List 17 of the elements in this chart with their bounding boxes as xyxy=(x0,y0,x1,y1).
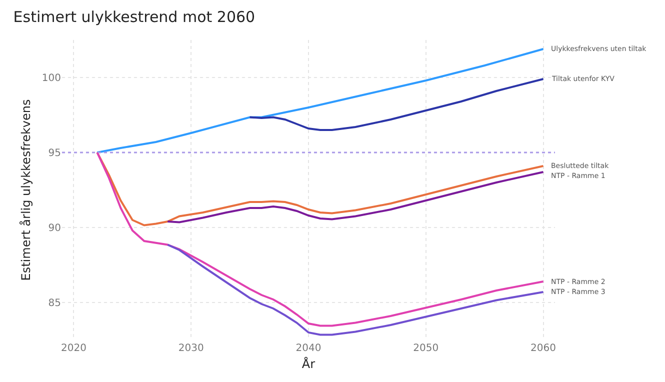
line-series xyxy=(96,48,544,154)
y-tick-label: 100 xyxy=(42,73,61,84)
chart-title: Estimert ulykkestrend mot 2060 xyxy=(13,8,256,26)
y-axis-title: Estimert årlig ulykkesfrekvens xyxy=(19,99,34,281)
line-series xyxy=(166,244,544,336)
line-series xyxy=(166,171,544,224)
line-series xyxy=(248,78,544,131)
y-tick-label: 95 xyxy=(48,148,61,159)
x-tick-label: 2050 xyxy=(413,343,439,354)
x-tick-label: 2030 xyxy=(178,343,204,354)
line-series xyxy=(96,152,544,327)
x-axis-title: År xyxy=(302,356,316,371)
x-tick-label: 2040 xyxy=(296,343,322,354)
y-tick-label: 85 xyxy=(48,298,61,309)
y-tick-label: 90 xyxy=(48,223,61,234)
x-tick-label: 2020 xyxy=(61,343,86,354)
x-tick-label: 2060 xyxy=(530,343,556,354)
